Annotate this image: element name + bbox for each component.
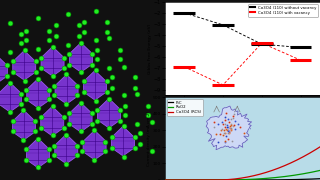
Polygon shape [27,138,49,168]
X-axis label: Reaction Coordinate: Reaction Coordinate [214,106,270,111]
Polygon shape [55,75,78,104]
Polygon shape [41,106,64,136]
RuO2 [294,174,298,176]
RuO2 [164,179,167,180]
Polygon shape [69,102,92,132]
RuO2 [255,178,259,180]
RuO2 [255,178,259,180]
RuO2 [163,179,167,180]
Polygon shape [0,55,7,84]
Co3O4 (RCS) [258,173,262,175]
PtC [294,178,298,180]
Legend: PtC, RuO2, Co3O4 (RCS): PtC, RuO2, Co3O4 (RCS) [167,99,203,116]
Y-axis label: Current density (mA cm-2): Current density (mA cm-2) [147,111,151,166]
PtC [255,179,259,180]
Y-axis label: Gibbs Free Energy (eV): Gibbs Free Energy (eV) [148,23,152,74]
Polygon shape [27,78,50,108]
Polygon shape [111,126,134,156]
RuO2 [318,169,320,172]
PtC [256,179,260,180]
Polygon shape [98,98,120,128]
PtC [318,178,320,180]
Polygon shape [69,43,92,72]
PtC [164,179,167,180]
RuO2 [258,178,262,180]
Polygon shape [0,82,21,112]
PtC [163,179,167,180]
Polygon shape [83,130,106,160]
PtC [236,179,239,180]
Co3O4 (RCS) [294,160,298,162]
Line: RuO2: RuO2 [165,170,320,180]
Polygon shape [13,51,36,80]
RuO2 [304,172,308,174]
Co3O4 (RCS) [304,154,308,157]
Polygon shape [12,110,36,140]
Line: Co3O4 (RCS): Co3O4 (RCS) [165,147,320,180]
PtC [304,178,308,180]
Polygon shape [84,71,107,100]
Co3O4 (RCS) [255,174,259,176]
Polygon shape [55,134,78,164]
Line: PtC: PtC [165,179,320,180]
Co3O4 (RCS) [255,174,259,176]
Polygon shape [41,47,64,76]
Co3O4 (RCS) [318,146,320,148]
Legend: Co3O4 (110) without vacancy, Co3O4 (110) with vacancy: Co3O4 (110) without vacancy, Co3O4 (110)… [248,4,318,17]
PtC [258,179,262,180]
Co3O4 (RCS) [163,179,167,180]
Co3O4 (RCS) [164,179,167,180]
